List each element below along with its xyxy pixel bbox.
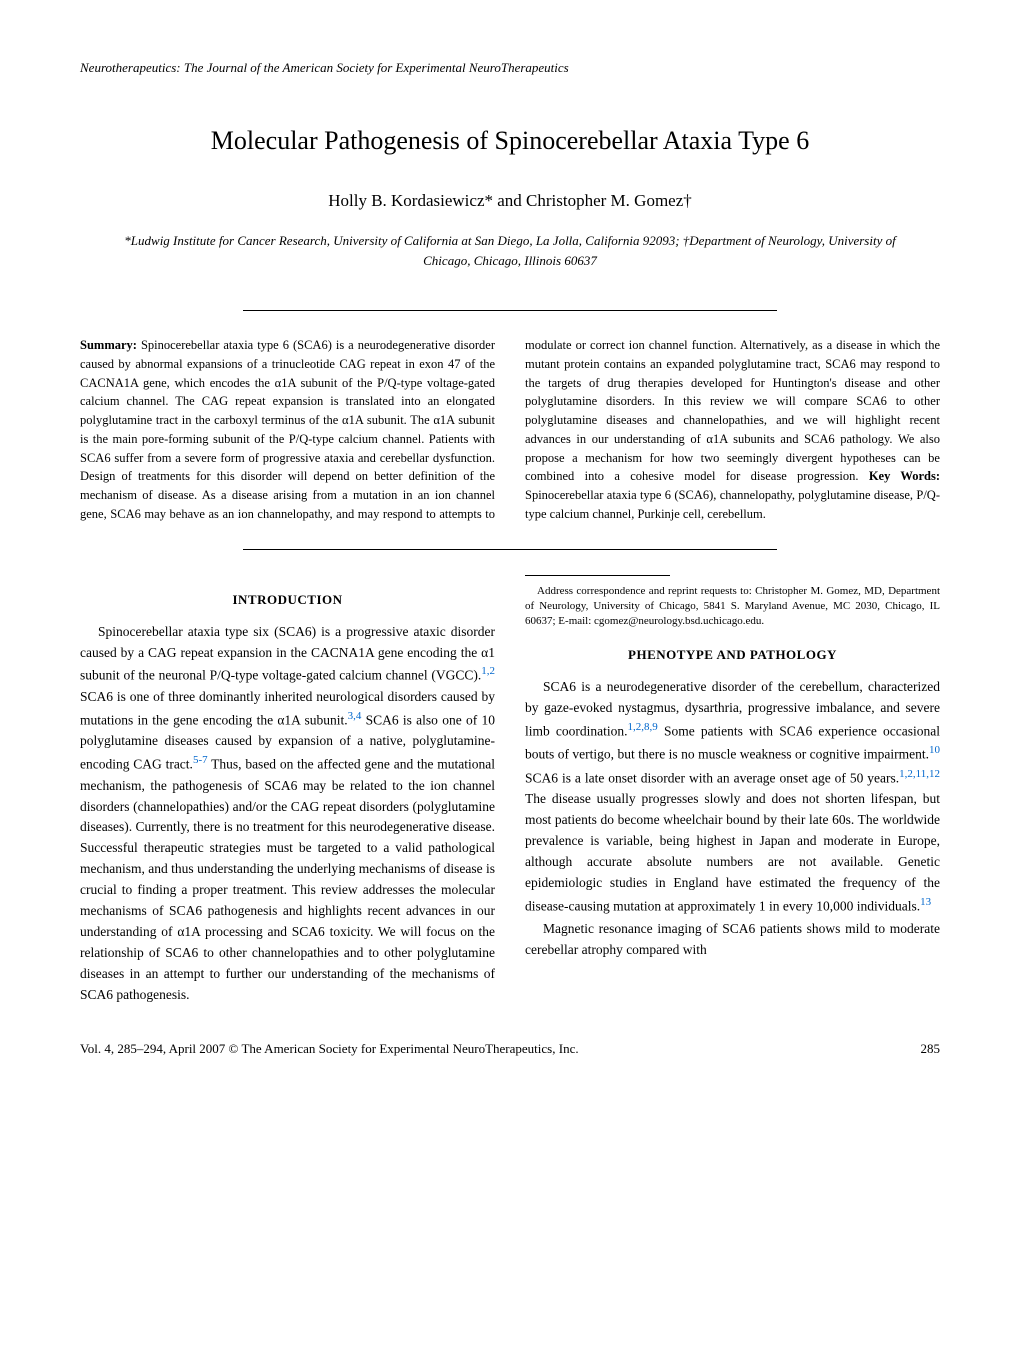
correspondence-divider: [525, 575, 670, 576]
footer-left: Vol. 4, 285–294, April 2007 © The Americ…: [80, 1041, 579, 1057]
introduction-para-1: Spinocerebellar ataxia type six (SCA6) i…: [80, 622, 495, 1006]
summary-section: Summary: Spinocerebellar ataxia type 6 (…: [80, 336, 940, 524]
phenotype-para-1: SCA6 is a neurodegenerative disorder of …: [525, 677, 940, 917]
affiliations: *Ludwig Institute for Cancer Research, U…: [80, 231, 940, 270]
authors: Holly B. Kordasiewicz* and Christopher M…: [80, 191, 940, 211]
journal-header: Neurotherapeutics: The Journal of the Am…: [80, 60, 940, 76]
divider-top: [243, 310, 776, 311]
ref-link[interactable]: 13: [920, 896, 931, 908]
ref-link[interactable]: 3,4: [348, 710, 362, 722]
article-title: Molecular Pathogenesis of Spinocerebella…: [80, 126, 940, 156]
ref-link[interactable]: 5-7: [193, 754, 208, 766]
ref-link[interactable]: 10: [929, 744, 940, 756]
phen-text-d: The disease usually progresses slowly an…: [525, 791, 940, 913]
divider-bottom: [243, 549, 776, 550]
ref-link[interactable]: 1,2: [481, 665, 495, 677]
correspondence-text: Address correspondence and reprint reque…: [525, 584, 940, 630]
correspondence-block: Address correspondence and reprint reque…: [525, 575, 940, 630]
intro-text-a: Spinocerebellar ataxia type six (SCA6) i…: [80, 624, 495, 683]
introduction-heading: INTRODUCTION: [80, 590, 495, 610]
footer-page-number: 285: [921, 1041, 941, 1057]
phen-text-c: SCA6 is a late onset disorder with an av…: [525, 770, 899, 785]
keywords-label: Key Words:: [869, 469, 940, 483]
summary-label: Summary:: [80, 338, 137, 352]
phenotype-heading: PHENOTYPE AND PATHOLOGY: [525, 645, 940, 665]
intro-text-d: Thus, based on the affected gene and the…: [80, 757, 495, 1002]
body-columns: INTRODUCTION Spinocerebellar ataxia type…: [80, 575, 940, 1006]
phenotype-para-2: Magnetic resonance imaging of SCA6 patie…: [525, 919, 940, 961]
ref-link[interactable]: 1,2,8,9: [628, 721, 658, 733]
keywords-text: Spinocerebellar ataxia type 6 (SCA6), ch…: [525, 488, 940, 521]
ref-link[interactable]: 1,2,11,12: [899, 768, 940, 780]
page-footer: Vol. 4, 285–294, April 2007 © The Americ…: [80, 1041, 940, 1057]
